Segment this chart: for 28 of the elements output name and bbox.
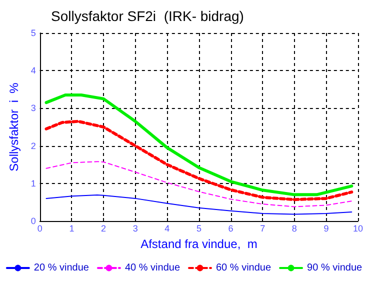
y-tick-label: 3 <box>30 103 36 114</box>
y-tick-label: 5 <box>30 28 36 38</box>
x-tick-label: 1 <box>69 224 74 234</box>
line-series <box>44 120 354 202</box>
y-tick-label: 2 <box>30 140 36 151</box>
x-tick-label: 10 <box>352 224 364 234</box>
line-series <box>44 94 354 196</box>
x-tick-label: 8 <box>292 224 297 234</box>
x-tick-label: 7 <box>260 224 266 234</box>
chart-title: Sollysfaktor SF2i (IRK- bidrag) <box>51 8 244 24</box>
y-tick-label: 4 <box>30 66 36 76</box>
x-axis-title: Afstand fra vindue, m <box>140 236 258 251</box>
x-tick-label: 6 <box>228 224 234 234</box>
legend-label: 20 % vindue <box>34 262 90 274</box>
line-series <box>46 161 352 208</box>
legend-label: 90 % vindue <box>307 262 363 274</box>
y-tick-label: 1 <box>30 178 36 188</box>
x-tick-label: 2 <box>101 224 106 234</box>
legend-label: 60 % vindue <box>216 262 272 274</box>
legend-label: 40 % vindue <box>124 262 180 274</box>
x-tick-label: 9 <box>324 224 329 234</box>
y-tick-label: 0 <box>30 216 36 226</box>
x-tick-label: 3 <box>132 224 138 234</box>
x-tick-label: 4 <box>164 224 170 234</box>
x-tick-label: 5 <box>196 224 202 234</box>
y-axis-title: Sollysfaktor i % <box>7 82 21 172</box>
x-tick-label: 0 <box>37 224 42 234</box>
line-series <box>46 194 352 215</box>
